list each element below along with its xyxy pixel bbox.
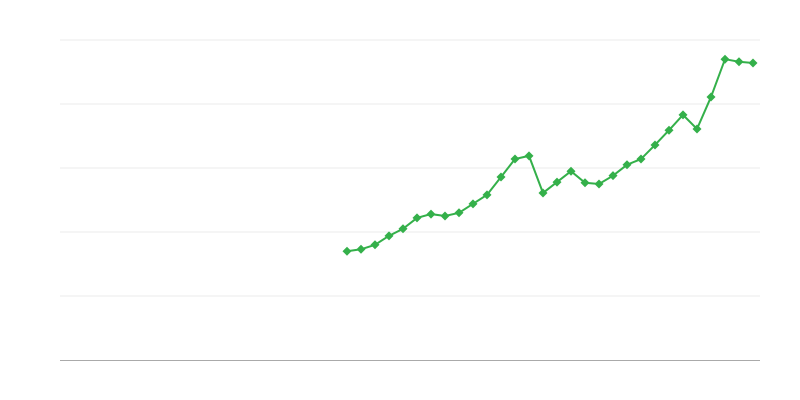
data-point — [412, 213, 422, 223]
data-point — [692, 124, 702, 134]
data-point — [552, 177, 562, 187]
data-point — [384, 231, 394, 241]
data-point — [538, 188, 548, 198]
data-point — [356, 244, 366, 254]
data-point — [678, 110, 688, 120]
data-point — [720, 54, 730, 64]
data-point — [524, 151, 534, 161]
series-line — [346, 58, 754, 253]
data-point — [342, 246, 352, 256]
data-point — [370, 240, 380, 250]
data-point — [636, 154, 646, 164]
data-point — [734, 57, 744, 67]
data-point — [510, 154, 520, 164]
data-point — [580, 178, 590, 188]
data-point — [440, 211, 450, 221]
series-group — [342, 54, 758, 256]
data-point — [468, 199, 478, 209]
data-point — [650, 140, 660, 150]
gridlines — [60, 39, 760, 297]
data-point — [594, 179, 604, 189]
data-point — [706, 92, 716, 102]
data-point — [748, 58, 758, 68]
data-point — [664, 125, 674, 135]
data-point — [398, 224, 408, 234]
data-point — [426, 209, 436, 219]
data-point — [622, 160, 632, 170]
data-point — [566, 166, 576, 176]
data-point — [496, 172, 506, 182]
data-point — [482, 190, 492, 200]
data-point — [454, 208, 464, 218]
data-point — [608, 171, 618, 181]
